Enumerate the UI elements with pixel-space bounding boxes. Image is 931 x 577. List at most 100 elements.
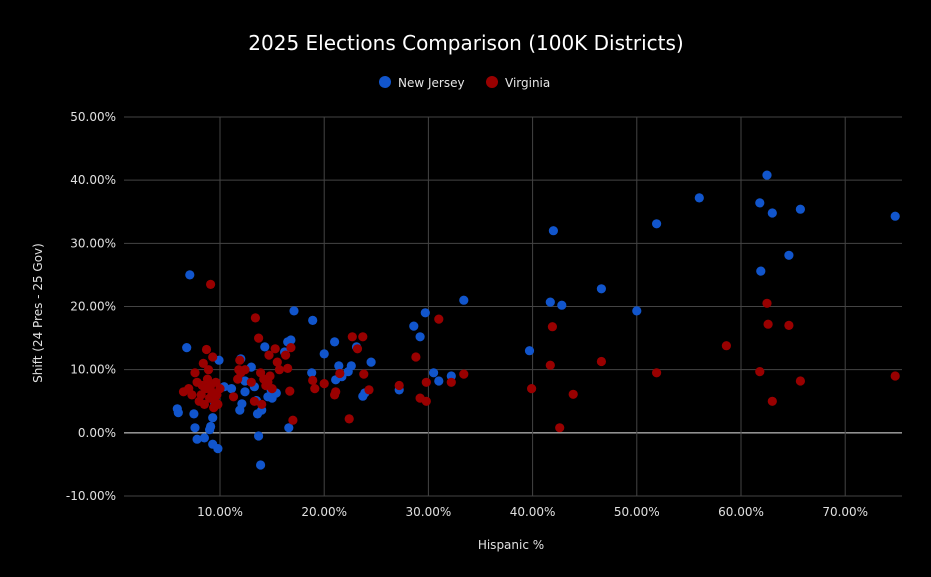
virginia-point <box>254 333 264 343</box>
new-jersey-point <box>173 408 183 418</box>
legend-virginia-label: Virginia <box>505 76 550 90</box>
new-jersey-point <box>346 361 356 371</box>
chart-title: 2025 Elections Comparison (100K District… <box>248 31 683 55</box>
virginia-point <box>288 415 298 425</box>
virginia-point <box>755 367 765 377</box>
new-jersey-point <box>289 306 299 316</box>
new-jersey-point <box>199 433 209 443</box>
virginia-point <box>547 322 558 332</box>
x-tick-label: 20.00% <box>301 505 347 519</box>
new-jersey-point <box>334 361 344 371</box>
virginia-point <box>264 350 274 360</box>
new-jersey-point <box>182 343 192 353</box>
new-jersey-point <box>767 208 777 218</box>
virginia-point <box>763 319 773 329</box>
new-jersey-point <box>420 308 430 318</box>
virginia-point <box>527 384 537 394</box>
x-tick-label: 30.00% <box>406 505 452 519</box>
virginia-point <box>203 365 214 375</box>
virginia-point <box>767 396 777 406</box>
virginia-point <box>364 385 374 395</box>
new-jersey-point <box>524 346 535 356</box>
virginia-point <box>890 371 900 381</box>
new-jersey-point <box>632 306 642 316</box>
virginia-point <box>319 379 329 389</box>
virginia-point <box>331 387 341 397</box>
virginia-point <box>208 352 218 362</box>
virginia-point <box>545 360 555 370</box>
virginia-point <box>283 363 293 373</box>
new-jersey-point <box>446 371 456 381</box>
virginia-point <box>335 368 345 379</box>
new-jersey-point <box>237 399 247 409</box>
new-jersey-point <box>240 387 250 397</box>
virginia-point <box>434 314 444 324</box>
virginia-point <box>190 368 200 378</box>
new-jersey-point <box>890 211 900 221</box>
virginia-point <box>446 377 456 387</box>
new-jersey-point <box>208 413 218 423</box>
virginia-point <box>762 298 772 308</box>
x-axis-label: Hispanic % <box>478 538 544 552</box>
virginia-point <box>240 365 250 375</box>
new-jersey-point <box>185 270 195 280</box>
virginia-point <box>198 358 208 368</box>
new-jersey-point <box>795 204 806 214</box>
virginia-point <box>459 369 469 379</box>
new-jersey-point <box>762 170 772 180</box>
new-jersey-point <box>286 335 296 345</box>
virginia-point <box>246 377 256 387</box>
virginia-point <box>213 399 223 409</box>
virginia-point <box>795 376 806 386</box>
virginia-point <box>215 384 225 394</box>
virginia-point <box>265 371 275 381</box>
gridlines <box>124 116 902 497</box>
x-tick-label: 40.00% <box>510 505 556 519</box>
virginia-point <box>267 384 277 394</box>
y-tick-label: 20.00% <box>70 300 116 314</box>
data-points <box>172 170 900 470</box>
virginia-point <box>250 313 260 323</box>
virginia-point <box>352 344 363 354</box>
y-tick-label: 10.00% <box>70 363 116 377</box>
new-jersey-point <box>330 337 340 347</box>
virginia-point <box>721 341 732 351</box>
new-jersey-point <box>434 376 444 386</box>
x-tick-label: 70.00% <box>822 505 868 519</box>
legend: New Jersey Virginia <box>379 76 550 90</box>
virginia-point <box>199 399 209 409</box>
y-tick-label: -10.00% <box>66 489 116 503</box>
new-jersey-point <box>256 460 266 470</box>
new-jersey-point <box>652 219 662 229</box>
new-jersey-point <box>189 409 199 419</box>
virginia-point <box>249 396 259 406</box>
new-jersey-point <box>459 295 469 305</box>
new-jersey-point <box>409 321 419 331</box>
y-tick-label: 40.00% <box>70 173 116 187</box>
x-axis-ticks: 10.00% 20.00% 30.00% 40.00% 50.00% 60.00% 70.0… <box>197 505 868 519</box>
new-jersey-point <box>784 250 794 260</box>
virginia-point <box>206 279 216 289</box>
virginia-point <box>201 344 212 355</box>
virginia-point <box>270 344 280 354</box>
y-tick-label: 50.00% <box>70 110 116 124</box>
y-axis-label: Shift (24 Pres - 25 Gov) <box>31 243 45 383</box>
new-jersey-point <box>415 332 425 342</box>
legend-new-jersey-marker <box>379 76 391 88</box>
virginia-point <box>784 320 794 330</box>
virginia-point <box>421 377 431 387</box>
new-jersey-point <box>548 226 559 236</box>
y-axis-ticks: -10.00% 0.00% 10.00% 20.00% 30.00% 40.00% 50.0… <box>66 110 116 503</box>
new-jersey-point <box>260 342 270 352</box>
x-tick-label: 50.00% <box>614 505 660 519</box>
new-jersey-point <box>213 444 223 454</box>
new-jersey-point <box>319 349 329 359</box>
new-jersey-point <box>756 266 766 276</box>
virginia-point <box>344 414 354 424</box>
new-jersey-point <box>254 431 264 441</box>
virginia-point <box>568 389 578 399</box>
new-jersey-point <box>755 198 765 208</box>
new-jersey-point <box>226 384 237 394</box>
virginia-point <box>421 396 431 406</box>
